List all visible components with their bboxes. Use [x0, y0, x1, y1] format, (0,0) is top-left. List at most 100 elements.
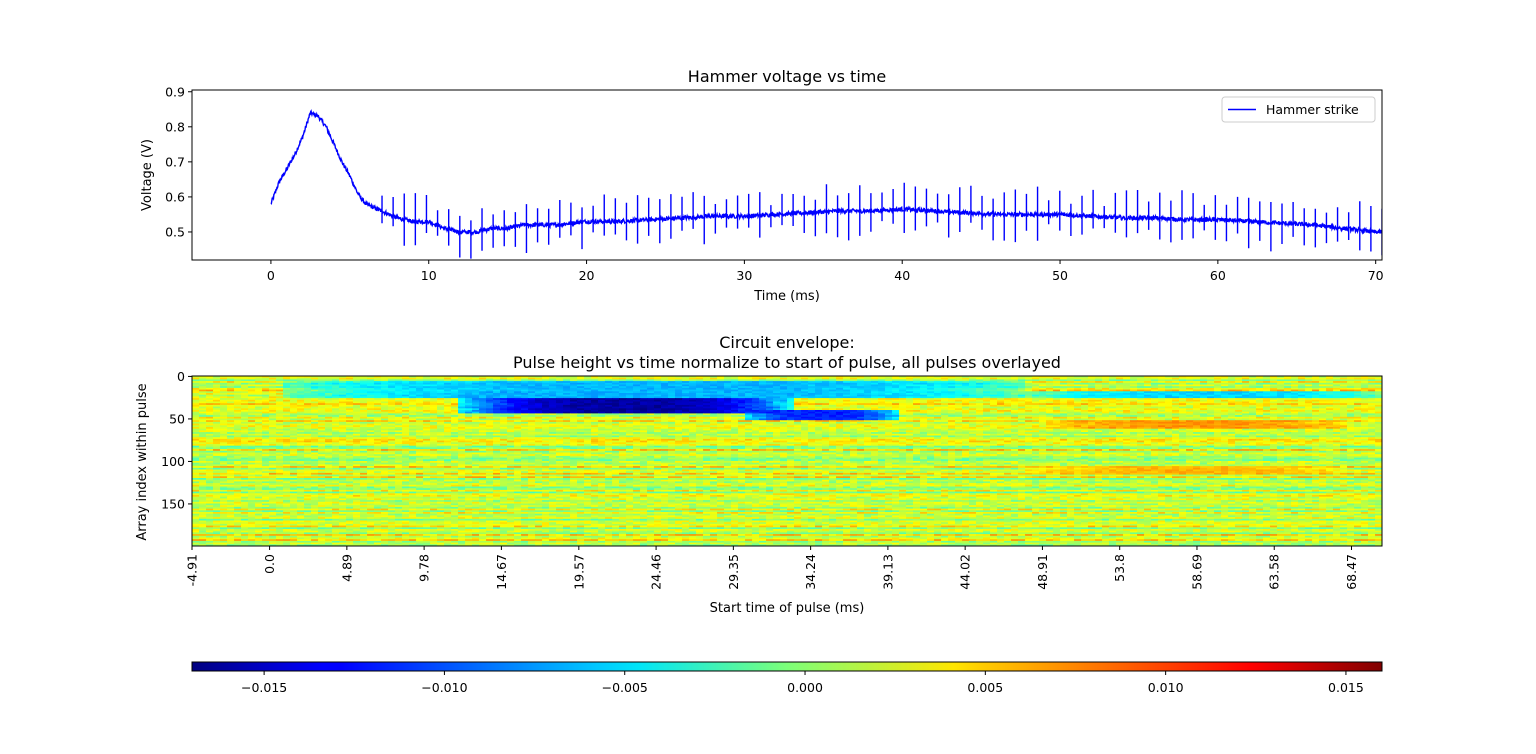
heatmap-cell: [892, 381, 900, 384]
heatmap-cell: [731, 386, 739, 389]
heatmap-cell: [542, 377, 550, 380]
heatmap-cell: [1123, 379, 1131, 382]
heatmap-cell: [1102, 382, 1110, 386]
heatmap-cell: [766, 386, 774, 389]
heatmap-cell: [1025, 381, 1033, 384]
heatmap-cell: [976, 382, 984, 386]
heatmap-cell: [325, 387, 333, 391]
heatmap-cell: [1284, 382, 1292, 386]
heatmap-cell: [773, 381, 781, 384]
heatmap-cell: [612, 384, 620, 387]
heatmap-cell: [395, 379, 403, 382]
y-tick-label: 0.6: [165, 189, 185, 204]
heatmap-cell: [962, 384, 970, 387]
heatmap-cell: [402, 386, 410, 389]
heatmap-cell: [682, 377, 690, 380]
heatmap-cell: [997, 376, 1005, 379]
heatmap-cell: [206, 377, 214, 380]
heatmap-cell: [647, 386, 655, 389]
heatmap-cell: [1242, 382, 1250, 386]
heatmap-cell: [822, 377, 830, 380]
heatmap-cell: [528, 381, 536, 384]
heatmap-cell: [283, 376, 291, 379]
heatmap-cell: [570, 376, 578, 379]
heatmap-cell: [1200, 376, 1208, 379]
heatmap-cell: [479, 384, 487, 387]
heatmap-cell: [1137, 379, 1145, 382]
heatmap-cell: [1123, 381, 1131, 384]
heatmap-cell: [472, 382, 480, 386]
heatmap-cell: [199, 386, 207, 389]
heatmap-cell: [1004, 381, 1012, 384]
heatmap-cell: [1200, 379, 1208, 382]
heatmap-cell: [927, 376, 935, 379]
heatmap-cell: [563, 387, 571, 391]
heatmap-cell: [1326, 381, 1334, 384]
heatmap-cell: [1046, 387, 1054, 391]
heatmap-cell: [822, 382, 830, 386]
heatmap-cell: [276, 376, 284, 379]
heatmap-cell: [339, 382, 347, 386]
heatmap-cell: [787, 382, 795, 386]
heatmap-cell: [500, 386, 508, 389]
heatmap-cell: [682, 382, 690, 386]
heatmap-cell: [654, 386, 662, 389]
heatmap-cell: [703, 377, 711, 380]
heatmap-cell: [1165, 387, 1173, 391]
heatmap-cell: [276, 382, 284, 386]
heatmap-cell: [304, 381, 312, 384]
heatmap-cell: [276, 387, 284, 391]
heatmap-cell: [626, 387, 634, 391]
heatmap-cell: [1039, 387, 1047, 391]
heatmap-cell: [1095, 379, 1103, 382]
heatmap-cell: [290, 381, 298, 384]
heatmap-cell: [766, 377, 774, 380]
heatmap-cell: [605, 376, 613, 379]
heatmap-cell: [549, 377, 557, 380]
heatmap-cell: [591, 386, 599, 389]
heatmap-cell: [752, 379, 760, 382]
heatmap-cell: [654, 379, 662, 382]
heatmap-cell: [605, 381, 613, 384]
heatmap-cell: [493, 386, 501, 389]
heatmap-cell: [955, 386, 963, 389]
heatmap-cell: [1193, 377, 1201, 380]
heatmap-cell: [1354, 384, 1362, 387]
heatmap-cell: [1039, 384, 1047, 387]
heatmap-cell: [822, 386, 830, 389]
heatmap-cell: [1172, 377, 1180, 380]
heatmap-cell: [388, 379, 396, 382]
heatmap-cell: [1109, 377, 1117, 380]
heatmap-cell: [444, 384, 452, 387]
heatmap-cell: [493, 382, 501, 386]
heatmap-cell: [1228, 382, 1236, 386]
heatmap-cell: [703, 381, 711, 384]
heatmap-cell: [458, 376, 466, 379]
heatmap-cell: [409, 377, 417, 380]
heatmap-cell: [304, 376, 312, 379]
heatmap-cell: [1333, 386, 1341, 389]
heatmap-cell: [1109, 382, 1117, 386]
y-tick-label: 0.7: [165, 154, 185, 169]
heatmap-cell: [738, 387, 746, 391]
heatmap-cell: [1277, 376, 1285, 379]
heatmap-cell: [773, 379, 781, 382]
heatmap-cell: [325, 379, 333, 382]
heatmap-cell: [367, 379, 375, 382]
heatmap-cell: [360, 386, 368, 389]
heatmap-cell: [577, 377, 585, 380]
heatmap-cell: [591, 381, 599, 384]
heatmap-cell: [472, 386, 480, 389]
heatmap-cell: [584, 381, 592, 384]
heatmap-cell: [717, 387, 725, 391]
heatmap-cell: [318, 387, 326, 391]
heatmap-cell: [1137, 386, 1145, 389]
heatmap-cell: [934, 384, 942, 387]
heatmap-cell: [766, 382, 774, 386]
heatmap-cell: [1158, 386, 1166, 389]
heatmap-cell: [1151, 376, 1159, 379]
heatmap-cell: [1361, 381, 1369, 384]
heatmap-cell: [668, 379, 676, 382]
heatmap-cell: [248, 382, 256, 386]
heatmap-cell: [1165, 376, 1173, 379]
